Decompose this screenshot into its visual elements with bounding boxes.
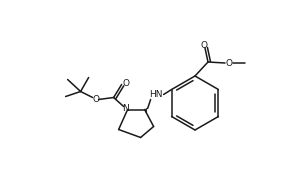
Text: N: N — [122, 104, 129, 113]
Text: HN: HN — [149, 90, 162, 99]
Text: O: O — [92, 95, 99, 104]
Text: O: O — [200, 41, 207, 50]
Text: O: O — [226, 58, 233, 68]
Text: O: O — [122, 79, 129, 88]
